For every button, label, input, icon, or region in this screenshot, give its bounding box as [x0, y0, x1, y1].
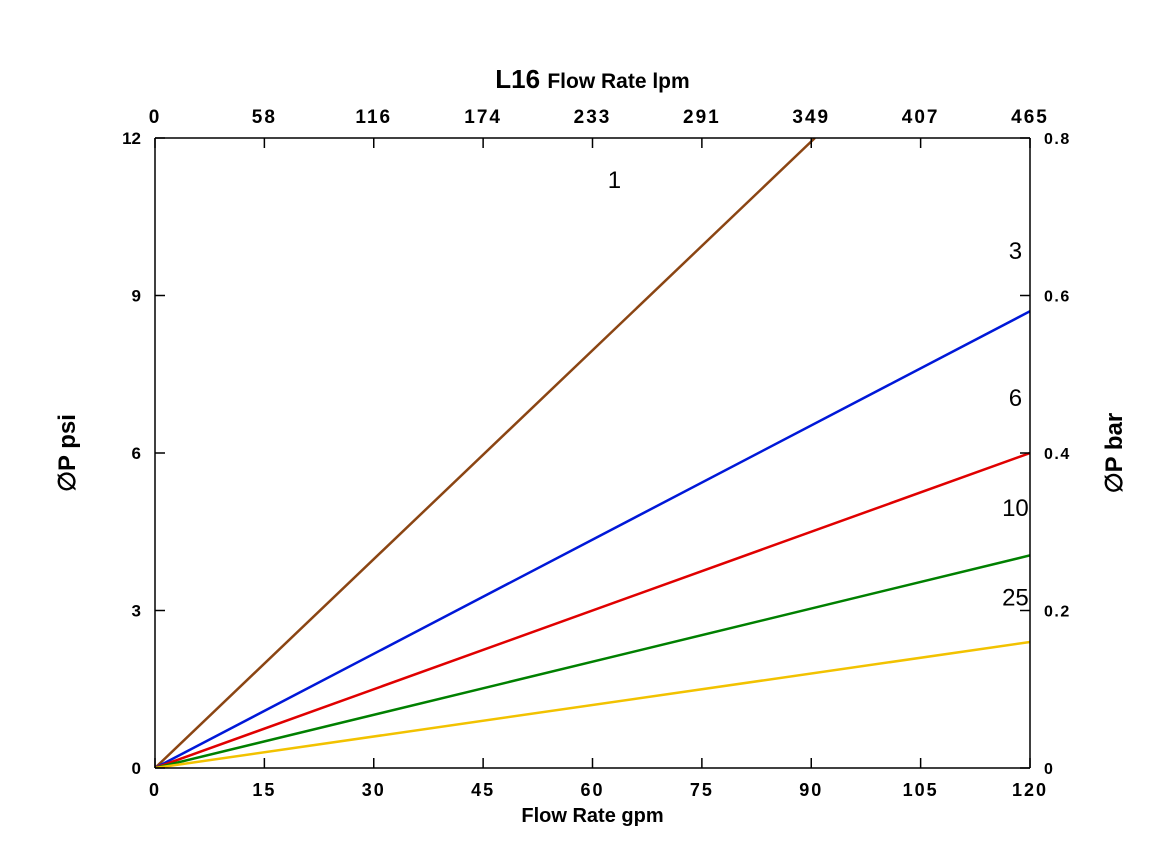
series-label-10: 10	[1002, 495, 1029, 522]
xt-tick-label: 0	[149, 107, 162, 128]
series-label-25: 25	[1002, 584, 1029, 611]
xb-tick-label: 90	[799, 780, 823, 800]
yr-tick-label: 0.8	[1044, 131, 1071, 148]
xb-tick-label: 75	[690, 780, 714, 800]
yl-tick-label: 9	[132, 287, 141, 306]
xt-tick-label: 291	[683, 107, 721, 128]
series-label-6: 6	[1009, 385, 1022, 412]
xb-tick-label: 15	[252, 780, 276, 800]
xb-tick-label: 60	[580, 780, 604, 800]
xt-tick-label: 465	[1011, 107, 1049, 128]
xt-tick-label: 407	[902, 107, 940, 128]
xb-tick-label: 45	[471, 780, 495, 800]
yr-tick-label: 0	[1044, 761, 1054, 778]
yl-tick-label: 0	[132, 759, 141, 778]
chart-svg: 0153045607590105120058116174233291349407…	[0, 0, 1170, 866]
yl-tick-label: 3	[132, 602, 141, 621]
pressure-flow-chart: 0153045607590105120058116174233291349407…	[0, 0, 1170, 866]
series-label-1: 1	[608, 167, 621, 194]
xt-tick-label: 233	[574, 107, 612, 128]
yr-tick-label: 0.2	[1044, 604, 1071, 621]
xb-tick-label: 120	[1012, 780, 1048, 800]
xt-tick-label: 349	[792, 107, 830, 128]
y-right-label: ∅P bar	[1101, 413, 1128, 494]
xt-tick-label: 116	[355, 107, 392, 128]
x-bottom-label: Flow Rate gpm	[521, 805, 663, 827]
yr-tick-label: 0.4	[1044, 446, 1071, 463]
xt-tick-label: 58	[252, 107, 277, 128]
xt-tick-label: 174	[464, 107, 502, 128]
yl-tick-label: 6	[132, 444, 141, 463]
yl-tick-label: 12	[122, 129, 141, 148]
yr-tick-label: 0.6	[1044, 289, 1071, 306]
xb-tick-label: 30	[362, 780, 386, 800]
series-label-3: 3	[1009, 238, 1022, 265]
xb-tick-label: 105	[903, 780, 939, 800]
y-left-label: ∅P psi	[54, 414, 81, 492]
xb-tick-label: 0	[149, 780, 161, 800]
